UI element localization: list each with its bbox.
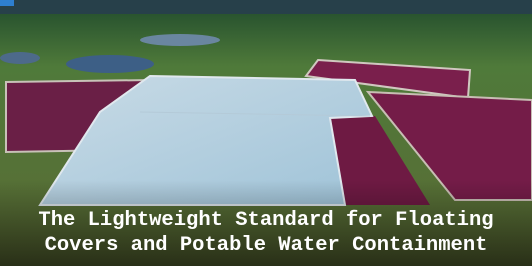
pond — [0, 52, 40, 64]
aerial-photo: The Lightweight Standard for Floating Co… — [0, 0, 532, 266]
pond — [66, 55, 154, 73]
corner-badge — [0, 0, 14, 6]
horizon — [0, 0, 532, 14]
caption-line: Covers and Potable Water Containment — [45, 234, 488, 257]
pond — [140, 34, 220, 46]
caption-line: The Lightweight Standard for Floating — [38, 209, 493, 232]
screenshot: The Lightweight Standard for Floating Co… — [0, 0, 532, 266]
